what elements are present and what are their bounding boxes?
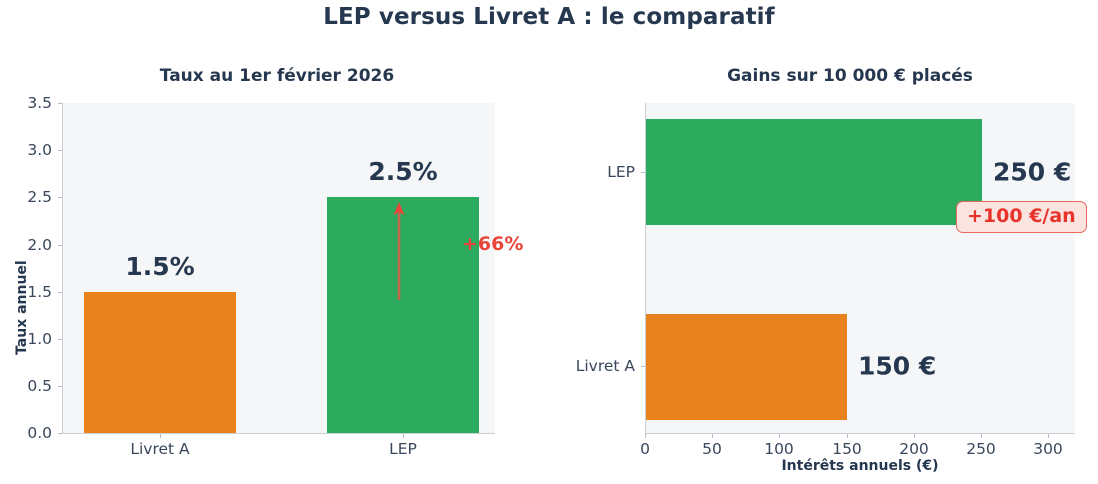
left-y-tick bbox=[58, 150, 62, 151]
right-chart-x-axis-label: Intérêts annuels (€) bbox=[781, 458, 939, 474]
left-chart-x-spine bbox=[62, 433, 495, 434]
right-y-tick bbox=[641, 172, 645, 173]
left-y-ticklabel: 1.0 bbox=[27, 330, 52, 348]
right-x-ticklabel: 100 bbox=[764, 440, 794, 458]
figure-title: LEP versus Livret A : le comparatif bbox=[323, 4, 775, 30]
value-label-lep-gains: 250 € bbox=[993, 157, 1072, 187]
right-x-tick bbox=[645, 434, 646, 438]
left-y-ticklabel: 2.0 bbox=[27, 236, 52, 254]
right-x-tick bbox=[847, 434, 848, 438]
left-y-tick bbox=[58, 103, 62, 104]
left-chart-y-axis-label: Taux annuel bbox=[14, 260, 30, 355]
right-x-ticklabel: 300 bbox=[1033, 440, 1063, 458]
left-x-tick bbox=[160, 434, 161, 438]
right-x-tick bbox=[712, 434, 713, 438]
left-y-tick bbox=[58, 339, 62, 340]
bar-livret-a-gains[interactable] bbox=[646, 314, 847, 420]
bar-livret-a-taux[interactable] bbox=[84, 292, 236, 433]
left-y-tick bbox=[58, 197, 62, 198]
left-y-tick bbox=[58, 433, 62, 434]
right-y-ticklabel-livret-a: Livret A bbox=[575, 357, 635, 375]
right-x-ticklabel: 250 bbox=[966, 440, 996, 458]
right-chart-x-spine bbox=[645, 433, 1075, 434]
annotation-percent-gain: +66% bbox=[462, 233, 524, 255]
left-chart-y-spine bbox=[62, 103, 63, 433]
right-chart-y-spine bbox=[645, 103, 646, 433]
value-label-lep-taux: 2.5% bbox=[368, 157, 438, 186]
right-x-tick bbox=[981, 434, 982, 438]
left-x-ticklabel-livret-a: Livret A bbox=[130, 440, 190, 458]
left-x-ticklabel-lep: LEP bbox=[389, 440, 417, 458]
growth-arrow-icon bbox=[392, 200, 406, 300]
right-x-ticklabel: 0 bbox=[640, 440, 650, 458]
right-chart-title: Gains sur 10 000 € placés bbox=[727, 66, 973, 86]
right-y-ticklabel-lep: LEP bbox=[607, 163, 635, 181]
left-y-ticklabel: 2.5 bbox=[27, 188, 52, 206]
left-y-ticklabel: 0.0 bbox=[27, 424, 52, 442]
right-x-ticklabel: 200 bbox=[899, 440, 929, 458]
left-y-tick bbox=[58, 245, 62, 246]
right-x-tick bbox=[779, 434, 780, 438]
right-y-tick bbox=[641, 366, 645, 367]
annotation-euro-gain-badge: +100 €/an bbox=[956, 201, 1087, 233]
left-chart-title: Taux au 1er février 2026 bbox=[159, 66, 395, 86]
bar-lep-taux[interactable] bbox=[327, 197, 479, 433]
left-y-ticklabel: 0.5 bbox=[27, 377, 52, 395]
right-x-ticklabel: 150 bbox=[832, 440, 862, 458]
left-y-tick bbox=[58, 292, 62, 293]
left-y-ticklabel: 3.5 bbox=[27, 94, 52, 112]
left-y-ticklabel: 3.0 bbox=[27, 141, 52, 159]
left-y-ticklabel: 1.5 bbox=[27, 283, 52, 301]
value-label-livret-a-gains: 150 € bbox=[858, 351, 937, 381]
left-x-tick bbox=[403, 434, 404, 438]
right-x-ticklabel: 50 bbox=[702, 440, 722, 458]
left-y-tick bbox=[58, 386, 62, 387]
bar-lep-gains[interactable] bbox=[646, 119, 982, 225]
right-x-tick bbox=[1048, 434, 1049, 438]
right-x-tick bbox=[914, 434, 915, 438]
value-label-livret-a-taux: 1.5% bbox=[125, 252, 195, 281]
